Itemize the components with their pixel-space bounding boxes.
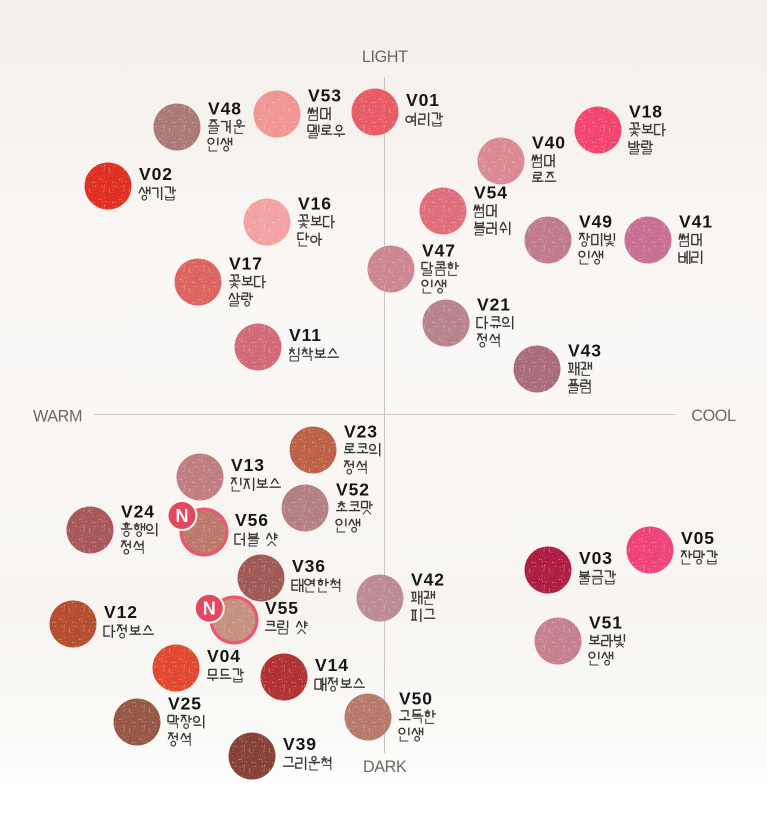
svg-text:V53: V53: [308, 86, 342, 106]
svg-text:V24: V24: [121, 502, 155, 522]
svg-text:V04: V04: [207, 646, 241, 666]
svg-text:V51: V51: [589, 613, 623, 633]
svg-text:V03: V03: [579, 548, 613, 568]
svg-text:LIGHT: LIGHT: [362, 48, 408, 66]
svg-text:WARM: WARM: [33, 408, 82, 426]
svg-text:V05: V05: [681, 528, 715, 548]
svg-text:COOL: COOL: [691, 407, 736, 425]
svg-text:V54: V54: [474, 183, 508, 203]
svg-text:V13: V13: [231, 455, 265, 475]
svg-text:V02: V02: [139, 164, 173, 184]
svg-text:V36: V36: [292, 556, 326, 576]
svg-text:V55: V55: [265, 598, 299, 618]
svg-text:V47: V47: [422, 241, 456, 261]
svg-text:V43: V43: [568, 341, 602, 361]
svg-text:V17: V17: [229, 254, 263, 274]
svg-text:V49: V49: [579, 212, 613, 232]
svg-text:V18: V18: [629, 102, 663, 122]
svg-text:V12: V12: [104, 602, 138, 622]
svg-text:V11: V11: [289, 325, 322, 345]
svg-text:V50: V50: [399, 689, 433, 709]
svg-text:V56: V56: [235, 510, 269, 530]
svg-text:V14: V14: [315, 655, 349, 675]
svg-text:V41: V41: [679, 212, 713, 232]
svg-text:DARK: DARK: [363, 758, 407, 776]
svg-text:V52: V52: [336, 480, 370, 500]
svg-text:N: N: [176, 506, 189, 526]
svg-text:V39: V39: [283, 734, 317, 754]
svg-text:V42: V42: [411, 570, 445, 590]
svg-text:V16: V16: [298, 194, 332, 214]
svg-text:V01: V01: [406, 90, 440, 110]
svg-text:V40: V40: [532, 133, 566, 153]
svg-text:V25: V25: [168, 694, 202, 714]
svg-text:V23: V23: [344, 422, 378, 442]
svg-text:V21: V21: [477, 295, 511, 315]
svg-text:V48: V48: [208, 99, 242, 119]
svg-text:N: N: [203, 599, 216, 619]
